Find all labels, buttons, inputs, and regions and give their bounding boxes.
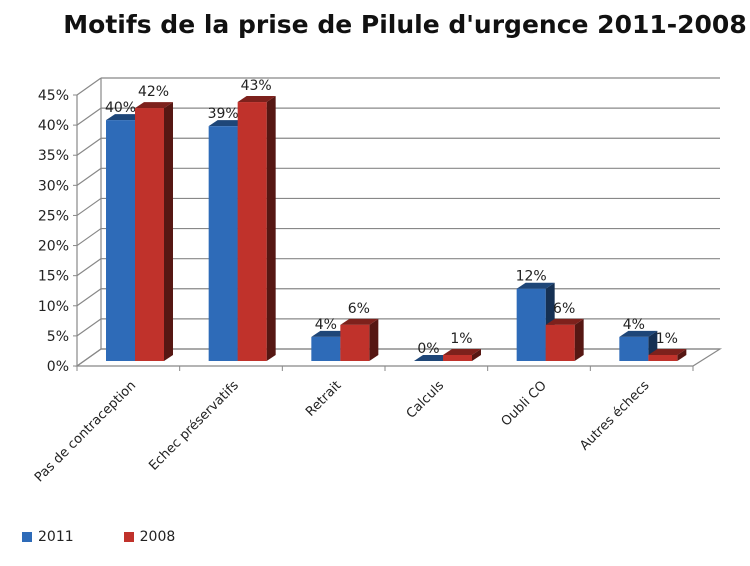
bar-2008 xyxy=(545,324,575,361)
bar-top-2011 xyxy=(311,330,350,337)
data-label-2008: 1% xyxy=(450,331,472,347)
legend-swatch-2011 xyxy=(22,532,32,542)
bar-2008 xyxy=(340,324,370,361)
side-gridline xyxy=(76,318,102,337)
bar-2011 xyxy=(311,336,341,361)
bar-side-2008 xyxy=(472,348,481,361)
bar-side-2008 xyxy=(164,102,173,362)
bar-2008 xyxy=(443,354,472,361)
y-tick-label: 35% xyxy=(38,148,69,164)
bar-2008 xyxy=(648,354,678,361)
side-gridline xyxy=(76,288,102,307)
y-tick-label: 45% xyxy=(38,88,69,104)
y-tick-label: 0% xyxy=(47,359,69,375)
legend-item-2008: 2008 xyxy=(123,529,176,545)
category-label: Pas de contraception xyxy=(32,378,139,485)
chart-title: Motifs de la prise de Pilule d'urgence 2… xyxy=(63,10,747,39)
legend-swatch-2008 xyxy=(123,532,134,542)
data-label-2011: 0% xyxy=(417,341,439,357)
data-label-2011: 4% xyxy=(315,317,337,333)
bar-side-2008 xyxy=(266,96,276,362)
side-gridline xyxy=(76,167,102,186)
data-label-2011: 40% xyxy=(105,100,136,116)
bar-2011 xyxy=(619,336,649,361)
category-label: Echec préservatifs xyxy=(146,378,242,474)
bar-top-2008 xyxy=(237,96,276,103)
bar-2008 xyxy=(237,102,267,362)
y-tick-label: 5% xyxy=(47,329,69,345)
bar-side-2008 xyxy=(369,318,379,361)
side-gridline xyxy=(76,228,102,247)
category-label: Retrait xyxy=(303,378,344,419)
bar-top-2008 xyxy=(648,348,687,355)
data-label-2011: 12% xyxy=(516,269,547,285)
bar-side-2008 xyxy=(677,348,687,361)
legend: 2011 2008 xyxy=(22,529,175,545)
bar-2011 xyxy=(208,126,238,361)
bar-top-2011 xyxy=(208,120,247,127)
y-tick-label: 30% xyxy=(38,178,69,194)
data-label-2011: 4% xyxy=(623,317,645,333)
side-gridline xyxy=(76,77,102,96)
bar-top-2011 xyxy=(106,114,144,121)
y-tick-label: 20% xyxy=(38,239,69,255)
data-label-2008: 1% xyxy=(656,331,678,347)
bar-top-2008 xyxy=(545,318,584,325)
bar-top-2008 xyxy=(443,348,481,355)
bar-top-2011 xyxy=(516,282,555,289)
bar-side-2008 xyxy=(574,318,584,361)
data-label-2008: 6% xyxy=(553,301,575,317)
data-label-2011: 39% xyxy=(208,106,239,122)
legend-item-2011: 2011 xyxy=(22,529,74,545)
data-label-2008: 6% xyxy=(348,301,370,317)
y-tick-label: 10% xyxy=(38,299,69,315)
data-label-2008: 43% xyxy=(241,78,272,94)
category-label: Autres échecs xyxy=(577,378,652,453)
category-label: Oubli CO xyxy=(499,378,550,429)
legend-label-2008: 2008 xyxy=(139,529,176,545)
bar-top-2011 xyxy=(619,330,658,337)
side-gridline xyxy=(76,258,102,277)
bar-top-2011 xyxy=(414,355,452,361)
bar-2011 xyxy=(106,120,135,361)
side-gridline xyxy=(76,137,102,156)
bar-2011 xyxy=(516,288,546,361)
y-tick-label: 40% xyxy=(38,118,69,134)
bar-2008 xyxy=(135,108,164,361)
bar-top-2008 xyxy=(340,318,379,325)
data-label-2008: 42% xyxy=(138,84,169,100)
y-tick-label: 15% xyxy=(38,269,69,285)
legend-label-2011: 2011 xyxy=(38,529,74,545)
bar-top-2008 xyxy=(135,102,173,109)
y-tick-label: 25% xyxy=(38,208,69,224)
category-label: Calculs xyxy=(404,378,448,422)
side-gridline xyxy=(76,107,102,126)
side-gridline xyxy=(76,197,102,216)
